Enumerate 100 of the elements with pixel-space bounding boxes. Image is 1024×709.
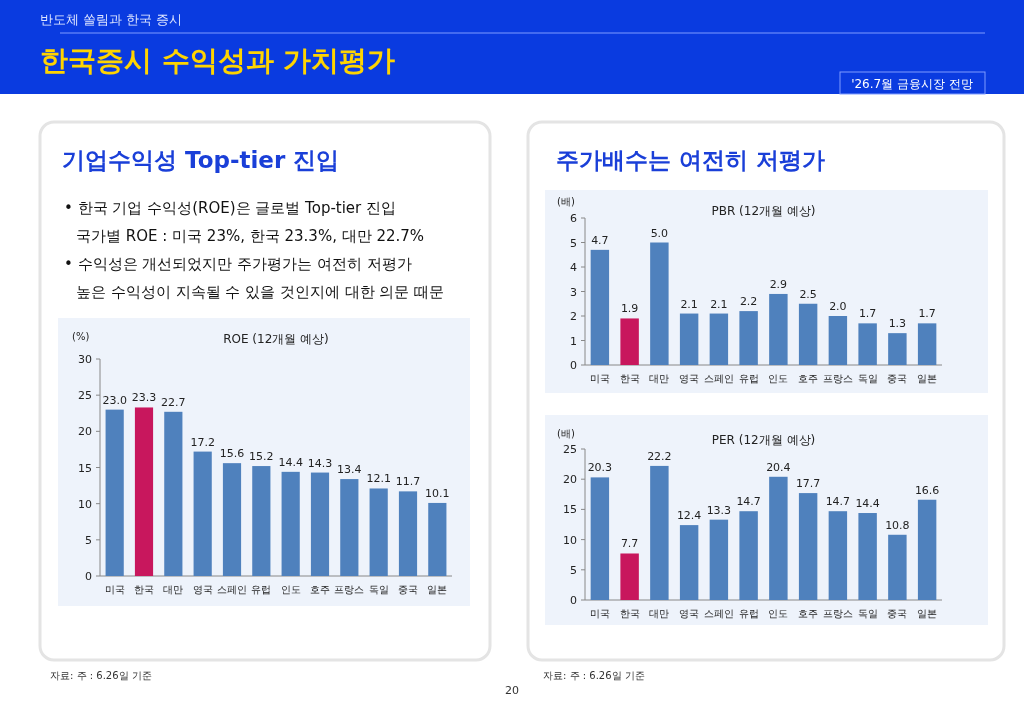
y-tick-label: 15	[78, 461, 92, 475]
data-label: 5.0	[650, 226, 669, 240]
x-tick-label: 일본	[427, 584, 448, 595]
y-tick-label: 30	[78, 353, 92, 366]
data-label: 22.7	[161, 395, 186, 409]
bar	[193, 451, 212, 576]
x-tick-label: 스페인	[217, 584, 247, 595]
data-label: 2.1	[710, 297, 728, 311]
x-tick-label: 인도	[280, 584, 301, 595]
chart-title: PER (12개월 예상)	[711, 433, 816, 447]
data-label: 10.1	[425, 486, 450, 500]
bar	[828, 511, 848, 600]
data-label: 16.6	[914, 483, 940, 497]
x-tick-label: 호주	[798, 608, 819, 619]
y-tick-label: 15	[563, 503, 577, 517]
text: '26.7월 금융시장 전망	[851, 77, 973, 91]
x-tick-label: 호주	[310, 584, 330, 595]
bar	[769, 476, 788, 600]
x-tick-label: 미국	[104, 584, 125, 595]
text: 자료: 주 : 6.26일 기준	[50, 670, 152, 681]
y-tick-label: 4	[570, 261, 577, 274]
x-tick-label: 독일	[857, 373, 878, 384]
data-label: 12.4	[676, 509, 702, 523]
x-tick-label: 프랑스	[334, 584, 365, 595]
data-label: 1.3	[888, 317, 907, 331]
data-label: 23.3	[131, 391, 157, 405]
data-label: 14.4	[278, 455, 303, 469]
data-label: 20.3	[587, 461, 613, 475]
bar	[134, 407, 154, 576]
bar	[398, 491, 418, 576]
bar	[739, 511, 758, 600]
data-label: 1.7	[918, 307, 936, 321]
x-tick-label: 호주	[798, 373, 819, 384]
data-label: 17.7	[795, 477, 821, 491]
bar	[858, 323, 877, 365]
data-label: 23.0	[102, 393, 127, 407]
x-tick-label: 미국	[589, 373, 610, 384]
text: • 한국 기업 수익성(ROE)은 글로벌 Top-tier 진입	[64, 199, 397, 217]
x-tick-label: 대만	[649, 373, 670, 384]
data-label: 2.2	[739, 295, 758, 309]
y-axis-title: (%)	[72, 331, 90, 342]
text: • 수익성은 개선되었지만 주가평가는 여전히 저평가	[64, 255, 412, 273]
bar	[679, 525, 699, 600]
x-tick-label: 중국	[398, 584, 418, 595]
x-tick-label: 영국	[679, 608, 700, 619]
text: 자료: 주 : 6.26일 기준	[543, 670, 645, 681]
bar	[739, 311, 758, 365]
x-tick-label: 유럽	[738, 608, 759, 619]
data-label: 12.1	[366, 472, 391, 486]
text: 높은 수익성이 지속될 수 있을 것인지에 대한 의문 때문	[76, 283, 445, 301]
x-tick-label: 인도	[768, 373, 789, 384]
data-label: 17.2	[190, 435, 215, 449]
bar	[709, 313, 729, 365]
bar	[620, 318, 639, 365]
data-label: 14.7	[825, 495, 851, 509]
text: 반도체 쏠림과 한국 증시	[40, 12, 183, 27]
data-label: 10.8	[885, 518, 910, 532]
x-tick-label: 유럽	[738, 373, 759, 384]
bar	[888, 333, 907, 365]
x-tick-label: 한국	[134, 584, 154, 595]
data-label: 20.4	[766, 460, 791, 474]
data-label: 2.0	[829, 300, 847, 313]
bar	[798, 493, 818, 600]
y-tick-label: 0	[85, 570, 92, 583]
data-label: 13.4	[337, 463, 362, 477]
x-tick-label: 중국	[887, 608, 908, 619]
x-tick-label: 미국	[589, 608, 610, 619]
bar	[798, 303, 818, 365]
x-tick-label: 일본	[917, 608, 938, 619]
data-label: 2.1	[680, 297, 698, 311]
y-tick-label: 5	[570, 236, 577, 250]
x-tick-label: 프랑스	[822, 608, 853, 619]
y-tick-label: 25	[78, 389, 92, 403]
x-tick-label: 인도	[768, 608, 789, 619]
y-tick-label: 10	[563, 533, 577, 547]
x-tick-label: 영국	[679, 373, 700, 384]
text: 국가별 ROE : 미국 23%, 한국 23.3%, 대만 22.7%	[76, 227, 425, 245]
data-label: 15.2	[249, 450, 274, 464]
x-tick-label: 대만	[163, 584, 184, 595]
y-tick-label: 5	[85, 533, 92, 547]
data-label: 4.7	[591, 233, 609, 247]
y-tick-label: 1	[570, 334, 577, 348]
bar	[281, 471, 300, 576]
y-axis-title: (배)	[557, 428, 575, 439]
bar	[222, 463, 242, 576]
bar	[888, 534, 907, 600]
text: 주가배수는 여전히 저평가	[556, 147, 826, 173]
data-label: 7.7	[620, 537, 639, 551]
y-tick-label: 5	[570, 563, 577, 577]
bar	[164, 411, 183, 576]
bar	[828, 316, 848, 365]
data-label: 14.3	[307, 456, 333, 470]
y-tick-label: 3	[570, 285, 577, 299]
text: 기업수익성 Top-tier 진입	[62, 147, 340, 173]
y-tick-label: 2	[570, 310, 577, 323]
y-axis-title: (배)	[557, 196, 575, 207]
bar	[310, 472, 330, 576]
data-label: 1.9	[620, 302, 639, 316]
bar	[105, 409, 124, 576]
data-label: 2.5	[799, 287, 817, 301]
